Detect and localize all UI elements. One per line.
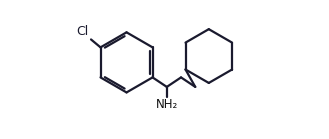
Text: NH₂: NH₂ <box>156 98 178 111</box>
Text: Cl: Cl <box>76 25 89 38</box>
